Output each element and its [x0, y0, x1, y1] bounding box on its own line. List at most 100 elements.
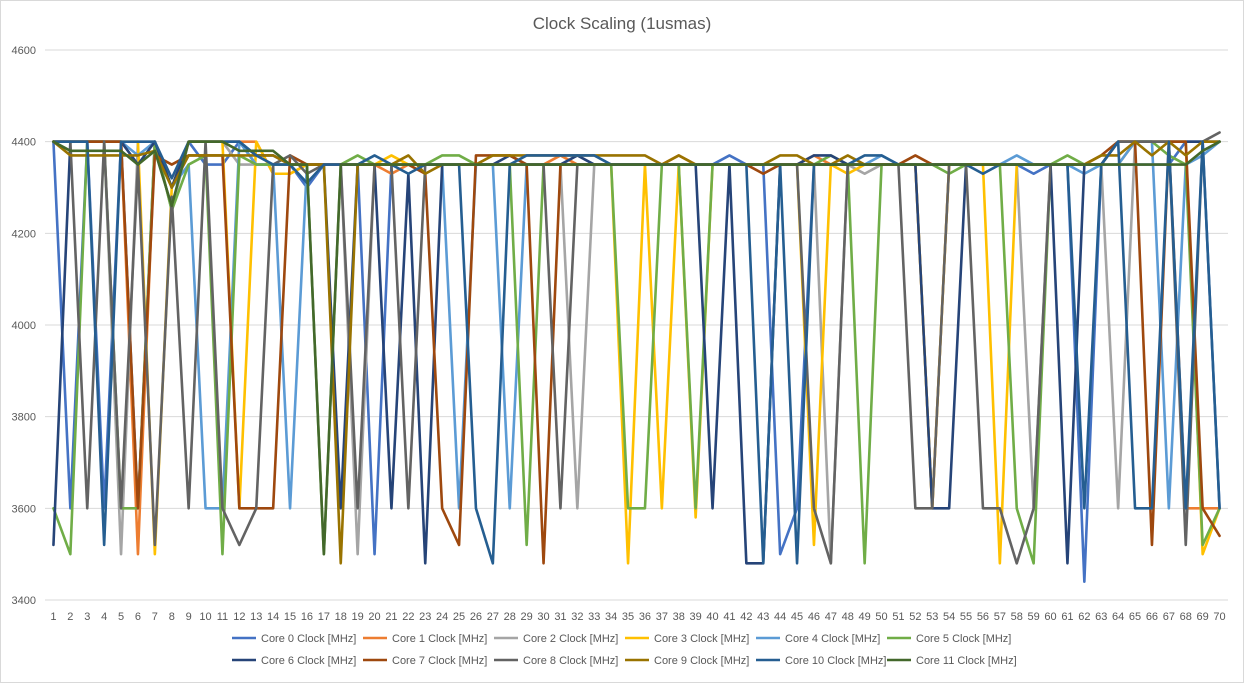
x-tick-label: 40 — [706, 611, 718, 623]
x-tick-label: 15 — [284, 611, 296, 623]
x-tick-label: 31 — [554, 611, 566, 623]
x-tick-label: 68 — [1180, 611, 1192, 623]
x-tick-label: 16 — [301, 611, 313, 623]
legend-label: Core 2 Clock [MHz] — [523, 633, 618, 645]
y-tick-label: 4000 — [12, 320, 36, 332]
x-tick-label: 64 — [1112, 611, 1124, 623]
x-tick-label: 21 — [385, 611, 397, 623]
x-tick-label: 60 — [1044, 611, 1056, 623]
x-tick-label: 35 — [622, 611, 634, 623]
legend-item: Core 2 Clock [MHz] — [494, 633, 618, 645]
x-tick-label: 8 — [169, 611, 175, 623]
legend-item: Core 6 Clock [MHz] — [232, 655, 356, 667]
y-tick-label: 4200 — [12, 228, 36, 240]
x-tick-label: 50 — [875, 611, 887, 623]
x-tick-label: 57 — [994, 611, 1006, 623]
x-tick-label: 47 — [825, 611, 837, 623]
y-tick-label: 3800 — [12, 412, 36, 424]
legend-label: Core 1 Clock [MHz] — [392, 633, 487, 645]
x-tick-label: 58 — [1011, 611, 1023, 623]
x-tick-label: 7 — [152, 611, 158, 623]
x-tick-label: 27 — [487, 611, 499, 623]
x-tick-label: 56 — [977, 611, 989, 623]
legend-label: Core 11 Clock [MHz] — [916, 655, 1017, 667]
legend-item: Core 8 Clock [MHz] — [494, 655, 618, 667]
x-tick-label: 34 — [605, 611, 617, 623]
x-tick-label: 45 — [791, 611, 803, 623]
x-tick-label: 30 — [537, 611, 549, 623]
x-tick-label: 70 — [1213, 611, 1225, 623]
x-tick-label: 69 — [1197, 611, 1209, 623]
x-tick-label: 3 — [84, 611, 90, 623]
legend-item: Core 3 Clock [MHz] — [625, 633, 749, 645]
x-tick-label: 33 — [588, 611, 600, 623]
x-tick-label: 39 — [690, 611, 702, 623]
x-tick-label: 19 — [352, 611, 364, 623]
series-line-core-11 — [52, 140, 1221, 556]
x-tick-label: 23 — [419, 611, 431, 623]
y-tick-label: 3600 — [12, 503, 36, 515]
x-tick-label: 43 — [757, 611, 769, 623]
x-tick-label: 53 — [926, 611, 938, 623]
x-tick-label: 61 — [1061, 611, 1073, 623]
x-tick-label: 25 — [453, 611, 465, 623]
x-tick-label: 41 — [723, 611, 735, 623]
x-tick-label: 17 — [318, 611, 330, 623]
x-tick-label: 6 — [135, 611, 141, 623]
x-tick-label: 44 — [774, 611, 786, 623]
x-tick-label: 12 — [233, 611, 245, 623]
legend-item: Core 4 Clock [MHz] — [756, 633, 880, 645]
legend-label: Core 9 Clock [MHz] — [654, 655, 749, 667]
x-tick-label: 42 — [740, 611, 752, 623]
x-axis-ticks: 1 2 3 4 5 6 7 8 9 10 11 12 13 14 15 16 17 18 19 20 21 22 23 24 2… — [50, 611, 1225, 623]
legend-label: Core 4 Clock [MHz] — [785, 633, 880, 645]
legend-label: Core 3 Clock [MHz] — [654, 633, 749, 645]
legend-label: Core 8 Clock [MHz] — [523, 655, 618, 667]
x-tick-label: 29 — [521, 611, 533, 623]
x-tick-label: 18 — [335, 611, 347, 623]
chart-title: Clock Scaling (1usmas) — [533, 14, 712, 33]
x-tick-label: 24 — [436, 611, 448, 623]
y-tick-label: 4400 — [12, 137, 36, 149]
x-tick-label: 67 — [1163, 611, 1175, 623]
x-tick-label: 26 — [470, 611, 482, 623]
x-tick-label: 2 — [67, 611, 73, 623]
series-lines — [52, 131, 1221, 583]
legend-label: Core 5 Clock [MHz] — [916, 633, 1011, 645]
x-tick-label: 5 — [118, 611, 124, 623]
x-tick-label: 10 — [199, 611, 211, 623]
legend-label: Core 6 Clock [MHz] — [261, 655, 356, 667]
legend-label: Core 7 Clock [MHz] — [392, 655, 487, 667]
x-tick-label: 20 — [368, 611, 380, 623]
x-tick-label: 28 — [504, 611, 516, 623]
legend-label: Core 10 Clock [MHz] — [785, 655, 886, 667]
y-tick-label: 3400 — [12, 595, 36, 607]
x-tick-label: 11 — [217, 611, 228, 623]
y-tick-label: 4600 — [12, 45, 36, 57]
legend-item: Core 0 Clock [MHz] — [232, 633, 356, 645]
x-tick-label: 4 — [101, 611, 107, 623]
legend-item: Core 7 Clock [MHz] — [363, 655, 487, 667]
x-tick-label: 13 — [250, 611, 262, 623]
y-axis-ticks: 3400 3600 3800 4000 4200 4400 4600 — [12, 45, 36, 607]
x-tick-label: 38 — [673, 611, 685, 623]
x-tick-label: 66 — [1146, 611, 1158, 623]
x-tick-label: 54 — [943, 611, 955, 623]
grid-lines — [45, 49, 1228, 601]
legend-item: Core 9 Clock [MHz] — [625, 655, 749, 667]
x-tick-label: 46 — [808, 611, 820, 623]
x-tick-label: 65 — [1129, 611, 1141, 623]
x-tick-label: 51 — [892, 611, 904, 623]
legend: Core 0 Clock [MHz] Core 1 Clock [MHz] Core… — [232, 633, 1017, 667]
x-tick-label: 14 — [267, 611, 279, 623]
x-tick-label: 59 — [1028, 611, 1040, 623]
legend-item: Core 10 Clock [MHz] — [756, 655, 886, 667]
legend-item: Core 1 Clock [MHz] — [363, 633, 487, 645]
legend-label: Core 0 Clock [MHz] — [261, 633, 356, 645]
x-tick-label: 52 — [909, 611, 921, 623]
legend-item: Core 5 Clock [MHz] — [887, 633, 1011, 645]
x-tick-label: 9 — [186, 611, 192, 623]
x-tick-label: 55 — [960, 611, 972, 623]
x-tick-label: 32 — [571, 611, 583, 623]
